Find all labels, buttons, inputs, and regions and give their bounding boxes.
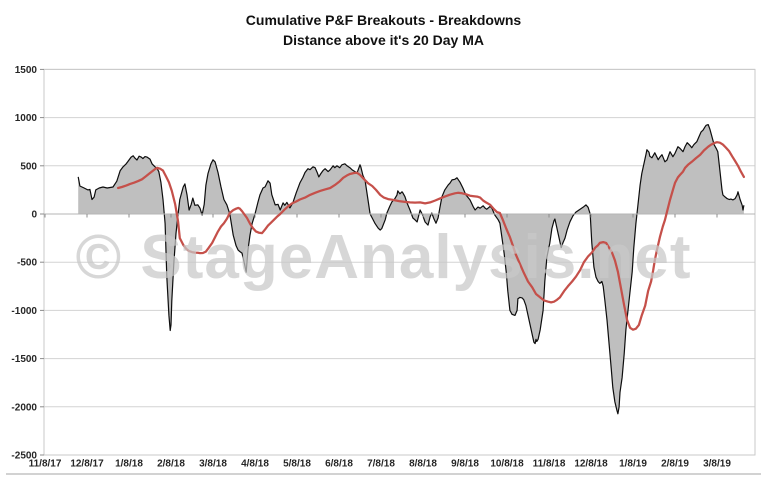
x-tick-label: 3/8/18 [199, 459, 227, 470]
y-tick-label: 1000 [15, 113, 38, 124]
x-tick-label: 8/8/18 [409, 459, 437, 470]
x-tick-label: 2/8/19 [661, 459, 689, 470]
x-tick-label: 11/8/18 [533, 459, 566, 470]
y-tick-label: -1000 [11, 306, 37, 317]
area-series-outline [77, 124, 745, 415]
x-tick-label: 5/8/18 [283, 459, 311, 470]
x-tick-label: 4/8/18 [241, 459, 269, 470]
y-tick-label: 0 [31, 210, 37, 221]
chart-title-line1: Cumulative P&F Breakouts - Breakdowns [245, 12, 522, 28]
x-tick-label: 6/8/18 [325, 459, 353, 470]
x-tick-label: 2/8/18 [157, 459, 185, 470]
ma-line [116, 141, 746, 331]
y-tick-label: 500 [20, 161, 37, 172]
x-tick-label: 11/8/17 [29, 459, 62, 470]
y-tick-label: 1500 [15, 65, 38, 76]
x-tick-label: 3/8/19 [703, 459, 731, 470]
x-tick-label: 1/8/19 [619, 459, 647, 470]
area-series-fill [78, 124, 744, 414]
y-tick-label: -2500 [11, 451, 37, 462]
x-tick-label: 10/8/18 [490, 459, 524, 470]
y-tick-label: -2000 [11, 402, 37, 413]
x-tick-label: 1/8/18 [115, 459, 143, 470]
chart-title: Cumulative P&F Breakouts - Breakdowns Di… [0, 10, 767, 50]
x-tick-label: 12/8/18 [574, 459, 608, 470]
y-tick-label: -500 [17, 258, 37, 269]
x-tick-label: 12/8/17 [70, 459, 104, 470]
chart-title-line2: Distance above it's 20 Day MA [283, 32, 484, 48]
x-tick-label: 9/8/18 [451, 459, 479, 470]
y-tick-label: -1500 [11, 354, 37, 365]
x-tick-label: 7/8/18 [367, 459, 395, 470]
